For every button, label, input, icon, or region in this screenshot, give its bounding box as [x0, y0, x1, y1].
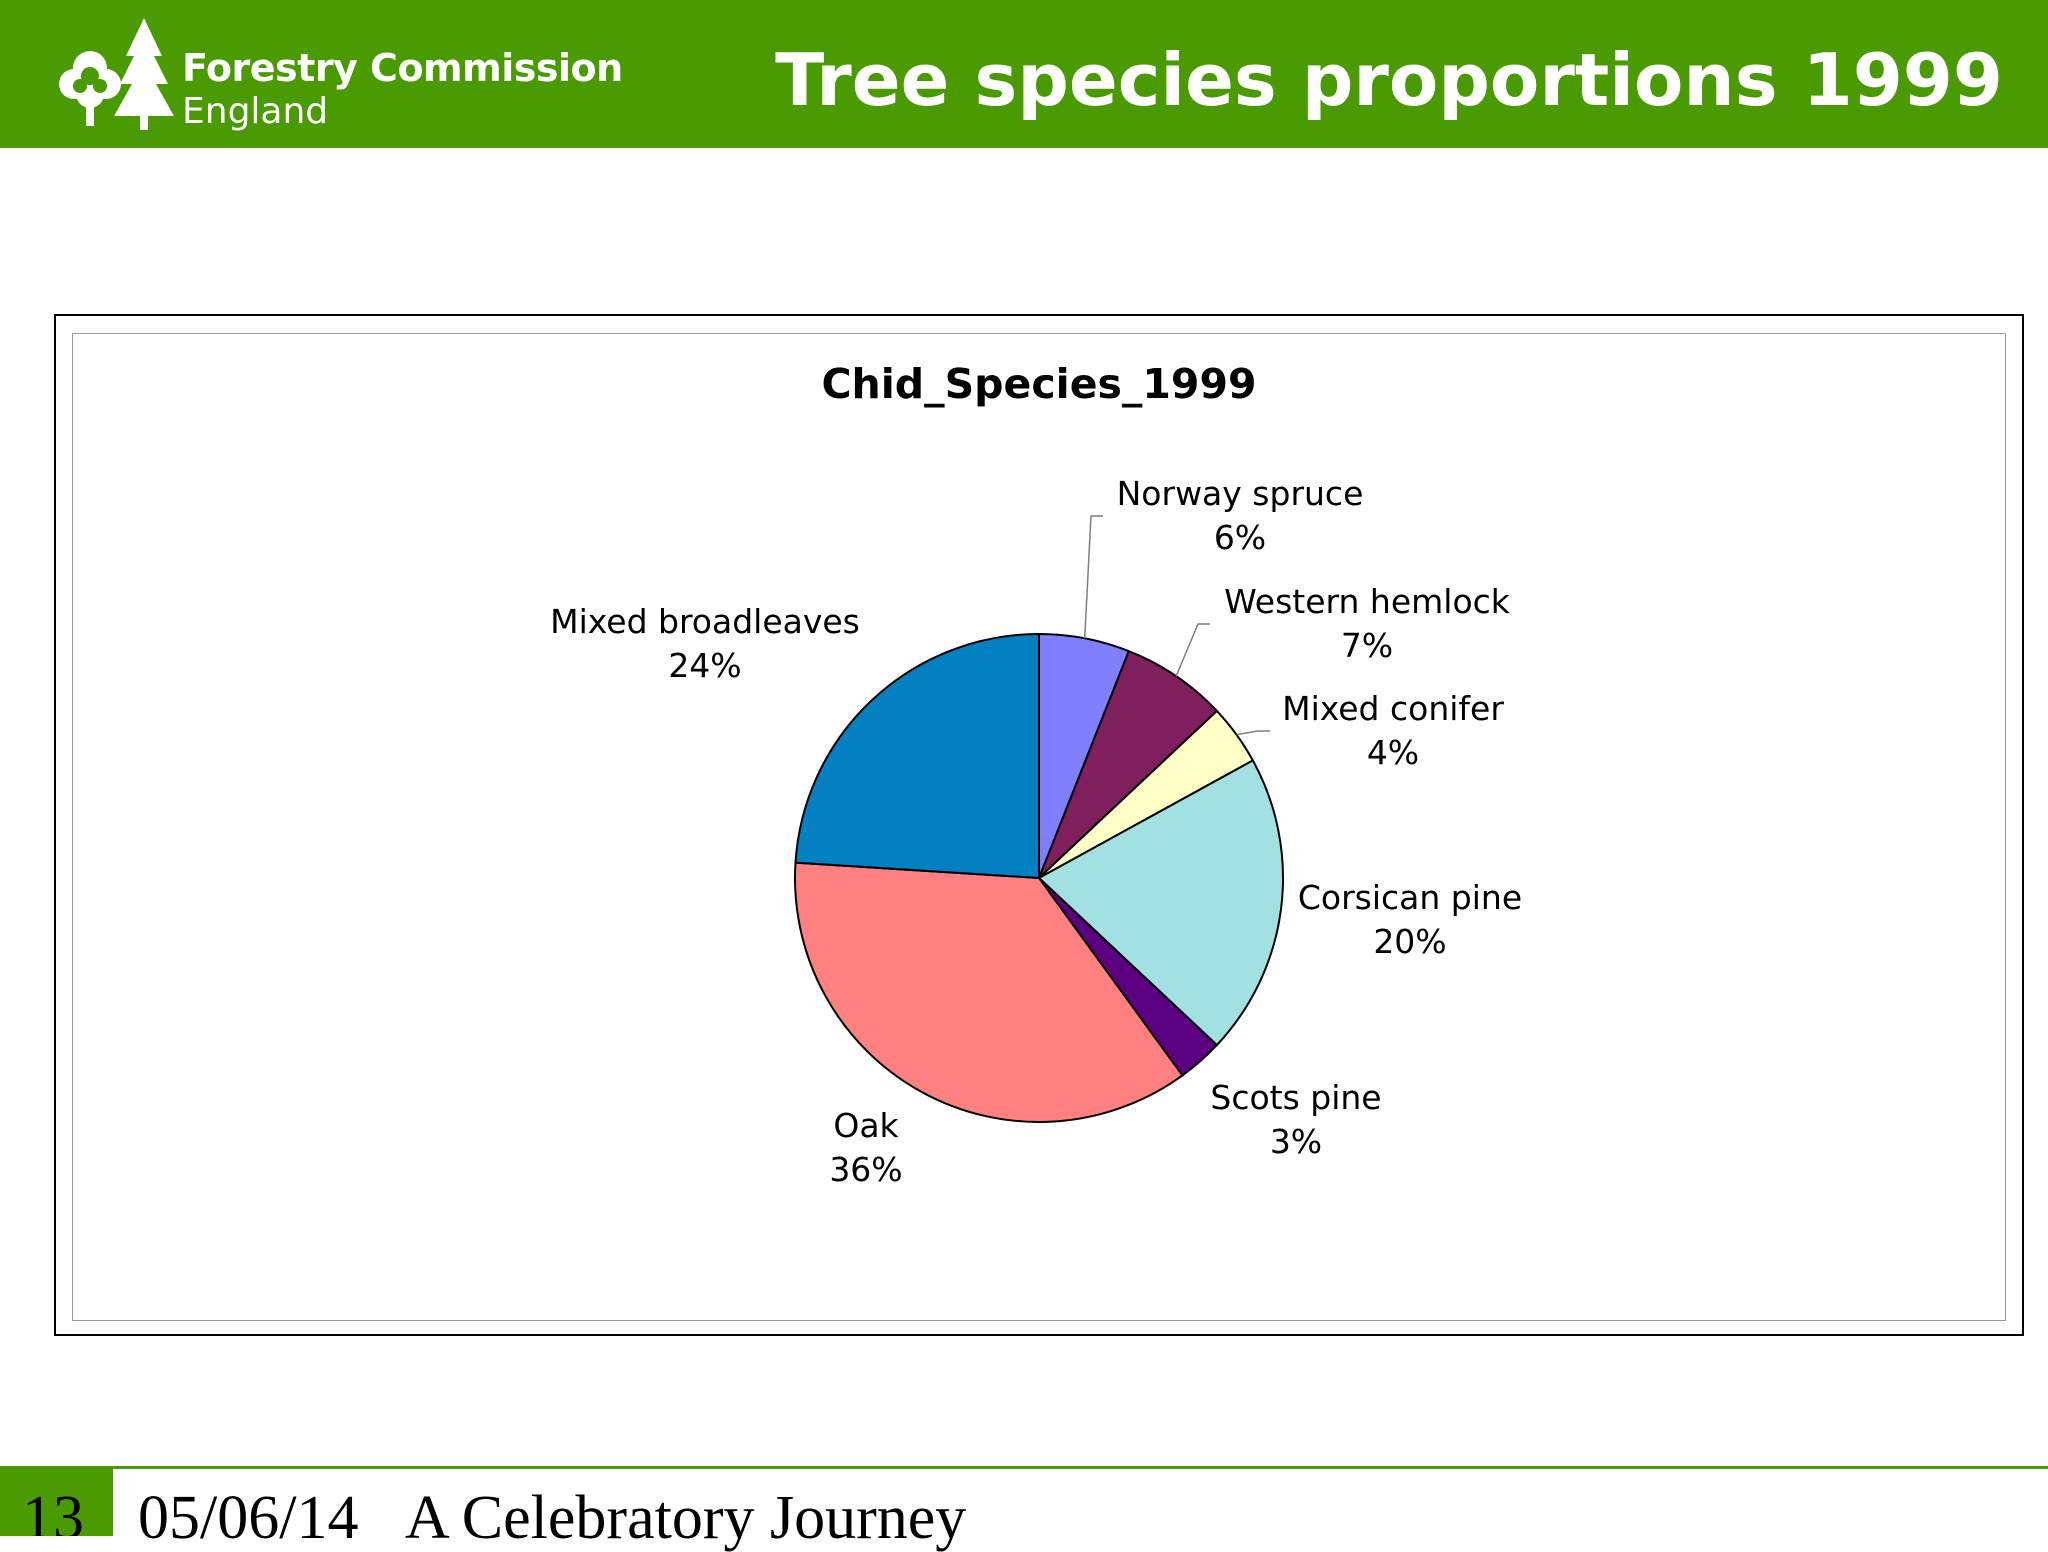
pie-label: Norway spruce 6%: [1080, 472, 1400, 560]
pie-label: Western hemlock 7%: [1207, 580, 1527, 668]
forestry-commission-logo: Forestry Commission England: [56, 16, 623, 134]
pie-label-name: Mixed broadleaves: [550, 602, 860, 641]
pie-label: Corsican pine 20%: [1250, 876, 1570, 964]
logo-subtitle: England: [182, 91, 329, 132]
pie-label-value: 6%: [1213, 518, 1267, 557]
slide-number-box: 13: [0, 1469, 113, 1536]
pie-label-name: Corsican pine: [1297, 878, 1523, 917]
pie-slice-corsican-pine: [1037, 759, 1284, 1047]
pie-slice-oak: [794, 861, 1184, 1123]
footer-text: 05/06/14 A Celebratory Journey: [138, 1487, 966, 1549]
footer-caption: A Celebratory Journey: [404, 1484, 967, 1552]
pie-label-name: Mixed conifer: [1282, 689, 1504, 728]
pie-label-value: 7%: [1340, 626, 1394, 665]
footer-date: 05/06/14: [138, 1484, 359, 1552]
slide-title: Tree species proportions 1999: [775, 38, 2003, 122]
chart-title: Chid_Species_1999: [821, 360, 1257, 408]
pie-label-name: Norway spruce: [1116, 474, 1364, 513]
pie-label: Oak 36%: [706, 1104, 1026, 1192]
slide-header: Forestry Commission England Tree species…: [0, 0, 2048, 148]
pie-label-name: Oak: [833, 1106, 899, 1145]
leader-line: [1236, 730, 1270, 736]
slide-number: 13: [22, 1484, 84, 1536]
leader-line: [1083, 515, 1103, 639]
pie-label: Mixed conifer 4%: [1233, 687, 1553, 775]
pie-label-name: Scots pine: [1210, 1078, 1382, 1117]
pie-label-value: 36%: [829, 1150, 903, 1189]
pie-label: Mixed broadleaves 24%: [545, 600, 865, 688]
pie-label-value: 20%: [1373, 922, 1447, 961]
pie-label-name: Western hemlock: [1224, 582, 1510, 621]
pie-label-value: 4%: [1366, 733, 1420, 772]
pie-label-value: 24%: [668, 646, 742, 685]
pie-slice-western-hemlock: [1038, 649, 1219, 879]
footer-divider: [0, 1466, 2048, 1469]
logo-wordmark: Forestry Commission: [182, 46, 623, 90]
pie-slice-mixed-broadleaves: [794, 632, 1040, 880]
pie-label-value: 3%: [1269, 1122, 1323, 1161]
leader-line: [1175, 623, 1210, 677]
pie-label: Scots pine 3%: [1136, 1076, 1456, 1164]
tree-logo-icon: [59, 18, 174, 130]
